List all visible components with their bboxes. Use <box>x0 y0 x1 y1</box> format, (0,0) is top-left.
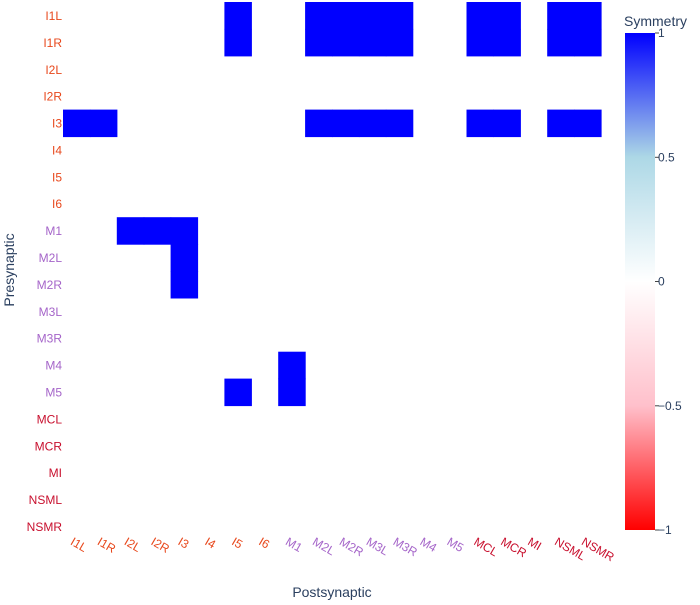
x-tick-label-NSMR: NSMR <box>579 534 617 564</box>
heatmap-cell-I1R-M3R <box>385 28 414 57</box>
y-tick-label-MI: MI <box>49 466 62 480</box>
x-tick-label-M4: M4 <box>418 534 440 555</box>
heatmap-cell-I1L-MCL <box>466 2 494 30</box>
y-tick-label-M5: M5 <box>45 386 62 400</box>
x-tick-label-I1L: I1L <box>68 534 90 555</box>
x-tick-label-M5: M5 <box>445 534 467 555</box>
heatmap-cell-I3-MCL <box>466 109 494 138</box>
heatmap-cell-M2L-I3 <box>170 244 199 272</box>
x-tick-label-MCL: MCL <box>471 534 500 559</box>
y-tick-label-I4: I4 <box>52 143 62 157</box>
y-tick-label-M2L: M2L <box>39 251 63 265</box>
heatmap-cell-I1L-I5 <box>224 2 252 30</box>
colorbar <box>625 33 655 530</box>
heatmap-cell-I3-I1R <box>89 109 118 138</box>
heatmap-cell-I1R-MCR <box>493 28 521 57</box>
heatmap-cell-I1R-MCL <box>466 28 494 57</box>
heatmap-cell-I3-M3L <box>358 109 387 138</box>
x-tick-label-M3L: M3L <box>364 534 391 558</box>
heatmap-cell-I1R-M3L <box>358 28 387 57</box>
x-tick-label-M3R: M3R <box>391 534 420 559</box>
x-tick-label-M1: M1 <box>283 534 305 555</box>
y-tick-label-M3L: M3L <box>39 305 63 319</box>
y-tick-label-I5: I5 <box>52 170 62 184</box>
y-axis-title: Presynaptic <box>1 233 17 306</box>
heatmap-cell-M2R-I3 <box>170 271 199 299</box>
colorbar-ticks: 1 0.5 0 −0.5 −1 <box>655 26 682 537</box>
y-tick-label-MCL: MCL <box>37 412 63 426</box>
y-tick-label-I6: I6 <box>52 197 62 211</box>
heatmap-cell-I1L-NSMR <box>574 2 602 30</box>
y-tick-label-I2R: I2R <box>43 90 62 104</box>
y-tick-label-I1R: I1R <box>43 36 62 50</box>
heatmap-cell-I3-NSMR <box>574 109 602 138</box>
heatmap-cell-I1L-M3R <box>385 2 414 30</box>
y-tick-label-I1L: I1L <box>45 9 62 23</box>
colorbar-title: Symmetry <box>624 13 687 29</box>
y-tick-label-M4: M4 <box>45 359 62 373</box>
heatmap-cell-M5-M1 <box>278 378 306 407</box>
x-tick-label-MI: MI <box>525 534 544 553</box>
heatmap-cell-I1R-I5 <box>224 28 252 57</box>
heatmap-cell-I3-M2R <box>332 109 360 138</box>
heatmap-cell-I3-M2L <box>305 109 333 138</box>
heatmap-cell-M4-M1 <box>278 351 306 380</box>
x-tick-label-I2L: I2L <box>122 534 144 555</box>
y-tick-label-I3: I3 <box>52 117 62 131</box>
heatmap-cell-M5-I5 <box>224 378 252 407</box>
x-tick-label-I2R: I2R <box>149 534 172 556</box>
heatmap-cell-I1L-NSML <box>547 2 575 30</box>
x-tick-label-I1R: I1R <box>95 534 118 556</box>
y-tick-label-MCR: MCR <box>35 439 63 453</box>
y-tick-label-I2L: I2L <box>45 63 62 77</box>
x-tick-label-I5: I5 <box>229 534 245 551</box>
heatmap-cell-I1L-M3L <box>358 2 387 30</box>
colorbar-tick-label: 1 <box>658 26 665 40</box>
x-tick-label-M2L: M2L <box>310 534 337 558</box>
heatmap-cell-I1R-M2L <box>305 28 333 57</box>
heatmap-cell-M1-I2R <box>143 217 172 245</box>
x-tick-label-M2R: M2R <box>337 534 366 559</box>
x-tick-label-I3: I3 <box>176 534 192 551</box>
y-tick-labels: I1L I1R I2L I2R I3 I4 I5 I6 M1 M2L M2R M3L M3R M4 M5 MC… <box>27 9 63 534</box>
colorbar-tick-label: 0.5 <box>658 150 675 164</box>
heatmap-cell-I1R-M2R <box>332 28 360 57</box>
heatmap-cell-I1L-M2L <box>305 2 333 30</box>
heatmap-cell-M1-I2L <box>116 217 145 245</box>
x-axis-title: Postsynaptic <box>292 584 371 600</box>
colorbar-tick-label: −1 <box>658 523 672 537</box>
colorbar-tick-label: 0 <box>658 275 665 289</box>
heatmap-cell-I3-I1L <box>63 109 91 138</box>
y-tick-label-NSML: NSML <box>29 493 63 507</box>
heatmap-cell-I1L-MCR <box>493 2 521 30</box>
heatmap-cell-I3-NSML <box>547 109 575 138</box>
x-tick-label-MCR: MCR <box>498 534 529 560</box>
heatmap-cell-I1L-M2R <box>332 2 360 30</box>
heatmap-cell-I1R-NSML <box>547 28 575 57</box>
y-tick-label-NSMR: NSMR <box>27 520 63 534</box>
x-tick-label-I6: I6 <box>256 534 272 551</box>
heatmap-cell-I1R-NSMR <box>574 28 602 57</box>
heatmap-cell-M1-I3 <box>170 217 199 245</box>
y-tick-label-M2R: M2R <box>37 278 63 292</box>
x-tick-label-I4: I4 <box>202 534 218 551</box>
y-tick-label-M1: M1 <box>45 224 62 238</box>
colorbar-tick-label: −0.5 <box>658 399 682 413</box>
heatmap-cell-I3-M3R <box>385 109 414 138</box>
y-tick-label-M3R: M3R <box>37 332 63 346</box>
heatmap-cell-I3-MCR <box>493 109 521 138</box>
heatmap-cells <box>63 2 602 407</box>
